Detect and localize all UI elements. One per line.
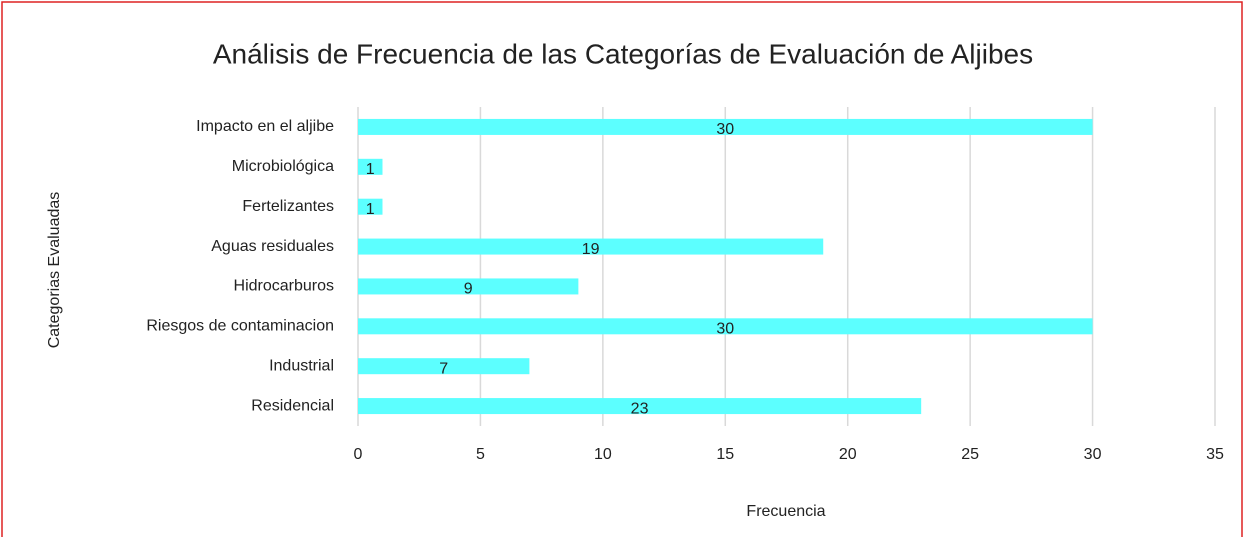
y-tick-label: Microbiológica xyxy=(232,158,334,175)
y-tick-label: Impacto en el aljibe xyxy=(196,118,334,135)
y-tick-label: Industrial xyxy=(269,357,334,374)
y-tick-label: Hidrocarburos xyxy=(234,278,334,295)
y-axis-title: Categorias Evaluadas xyxy=(46,192,63,349)
data-label: 23 xyxy=(631,400,649,417)
data-label: 1 xyxy=(366,201,375,218)
data-label: 30 xyxy=(716,121,734,138)
x-tick-label: 15 xyxy=(716,446,734,463)
bar xyxy=(358,398,922,415)
bar xyxy=(358,198,383,215)
x-tick-label: 10 xyxy=(594,446,612,463)
y-tick-label: Fertelizantes xyxy=(242,198,334,215)
y-tick-label: Aguas residuales xyxy=(211,238,334,255)
bar xyxy=(358,158,383,175)
y-tick-label: Riesgos de contaminacion xyxy=(146,318,334,335)
bar xyxy=(358,358,530,375)
x-tick-label: 20 xyxy=(839,446,857,463)
y-tick-label: Residencial xyxy=(251,397,334,414)
bar xyxy=(358,118,1093,135)
x-axis-title: Frecuencia xyxy=(746,503,825,520)
x-tick-label: 30 xyxy=(1084,446,1102,463)
bar xyxy=(358,318,1093,335)
data-label: 30 xyxy=(716,321,734,338)
data-label: 9 xyxy=(464,281,473,298)
chart-title: Análisis de Frecuencia de las Categorías… xyxy=(213,38,1033,69)
bar xyxy=(358,238,824,255)
data-label: 19 xyxy=(582,241,600,258)
data-label: 1 xyxy=(366,161,375,178)
bar xyxy=(358,278,579,295)
x-tick-label: 35 xyxy=(1206,446,1224,463)
data-label: 7 xyxy=(439,360,448,377)
x-tick-label: 5 xyxy=(476,446,485,463)
x-tick-label: 0 xyxy=(354,446,363,463)
x-tick-label: 25 xyxy=(961,446,979,463)
